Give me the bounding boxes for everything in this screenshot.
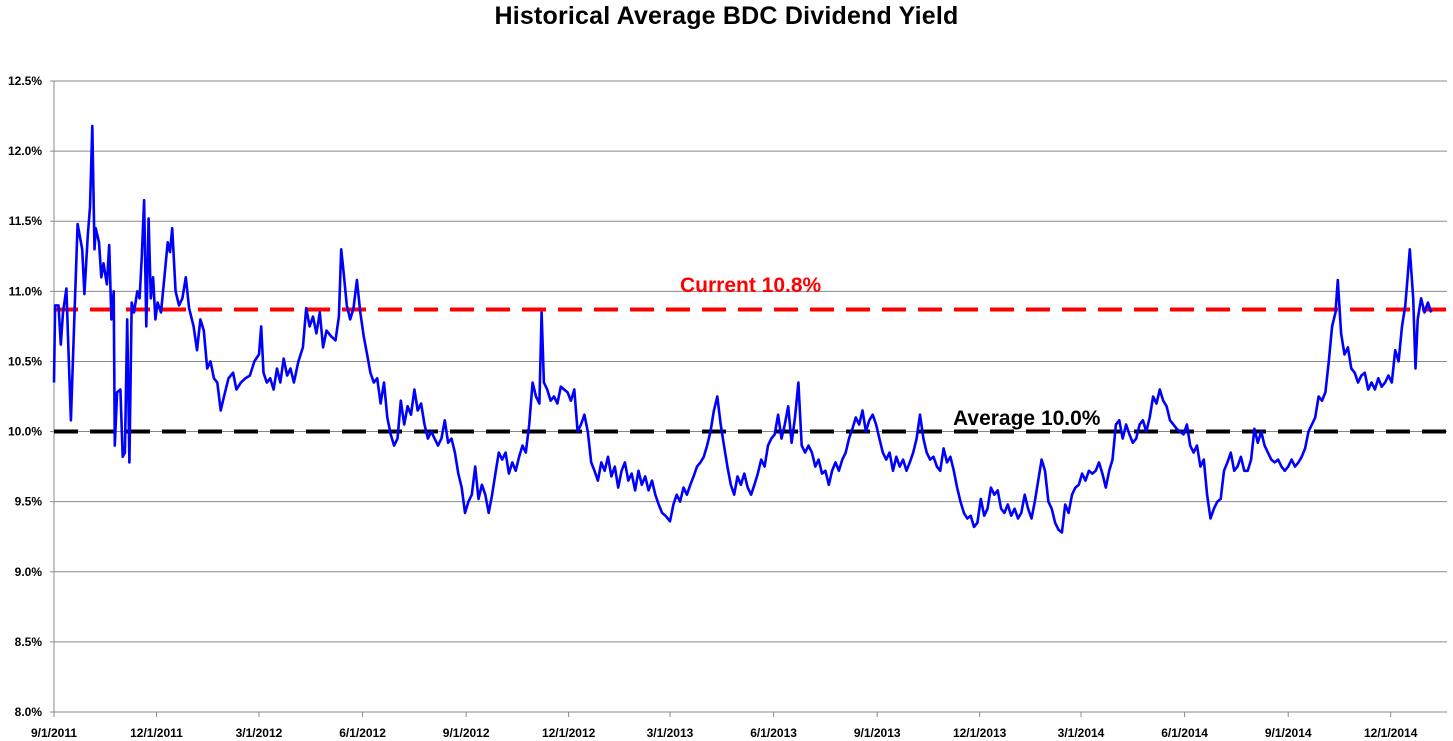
y-tick-label: 9.0% (15, 565, 43, 579)
x-tick-label: 3/1/2014 (1058, 726, 1105, 740)
y-tick-label: 8.0% (15, 705, 43, 719)
series-line (52, 124, 1433, 534)
chart-title: Historical Average BDC Dividend Yield (494, 2, 959, 30)
x-tick-label: 6/1/2013 (750, 726, 797, 740)
y-tick-label: 11.0% (9, 284, 43, 298)
x-tick-label: 3/1/2012 (236, 726, 283, 740)
reference-lines (54, 307, 1447, 434)
x-axis-tick-labels: 9/1/2011 12/1/2011 3/1/2012 6/1/2012 9/1/201… (31, 726, 1418, 740)
y-tick-label: 11.5% (9, 214, 43, 228)
y-tick-label: 9.5% (15, 495, 43, 509)
x-tick-label: 9/1/2011 (31, 726, 77, 740)
y-axis-tick-labels: 8.0% 8.5% 9.0% 9.5% 10.0% 10.5% 11.0% 11.5% 12.0… (8, 74, 42, 719)
y-tick-label: 12.5% (8, 74, 42, 88)
x-tick-label: 12/1/2013 (953, 726, 1007, 740)
x-tick-label: 6/1/2014 (1161, 726, 1208, 740)
series-layer (52, 124, 1433, 534)
x-tick-label: 3/1/2013 (647, 726, 694, 740)
axes (50, 80, 1447, 717)
y-tick-label: 10.5% (8, 354, 42, 368)
x-tick-label: 12/1/2012 (542, 726, 596, 740)
x-tick-label: 9/1/2013 (854, 726, 901, 740)
current-label: Current 10.8% (680, 274, 822, 297)
x-tick-label: 6/1/2012 (339, 726, 386, 740)
x-tick-label: 12/1/2011 (130, 726, 183, 740)
average-label: Average 10.0% (953, 407, 1101, 430)
x-tick-label: 9/1/2014 (1265, 726, 1312, 740)
y-tick-label: 8.5% (15, 635, 43, 649)
annotations: Current 10.8% Average 10.0% (680, 274, 1101, 430)
x-tick-label: 9/1/2012 (443, 726, 490, 740)
x-tick-label: 12/1/2014 (1364, 726, 1418, 740)
y-tick-label: 12.0% (8, 144, 42, 158)
gridlines (54, 80, 1447, 713)
y-tick-label: 10.0% (8, 425, 42, 439)
